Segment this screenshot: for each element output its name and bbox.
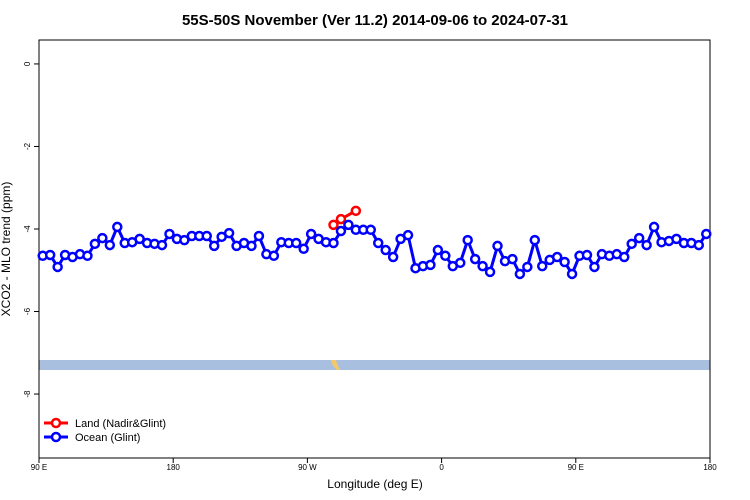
series-point — [462, 234, 473, 246]
series-point — [619, 251, 630, 263]
series-point — [164, 228, 175, 240]
series-point — [290, 237, 302, 249]
series-point — [372, 237, 384, 249]
y-tick-label: -2 — [23, 142, 32, 150]
chart-title: 55S-50S November (Ver 11.2) 2014-09-06 t… — [182, 12, 568, 29]
x-tick-label: 180 — [167, 463, 181, 472]
series-point — [104, 239, 116, 251]
series-point — [402, 229, 414, 241]
y-tick-label: 0 — [23, 61, 32, 66]
series-point — [112, 221, 123, 233]
series-point — [52, 261, 63, 273]
series-point — [522, 261, 533, 273]
y-tick-label: -4 — [23, 225, 32, 233]
series-point — [514, 268, 526, 280]
series-point — [648, 221, 660, 233]
series-point — [89, 238, 101, 250]
series-point — [589, 261, 600, 273]
series-point — [559, 256, 570, 268]
series-point — [529, 234, 541, 246]
series-point — [701, 228, 712, 240]
series-point — [671, 233, 682, 245]
series-point — [581, 249, 593, 261]
land-mask-mark — [331, 360, 340, 370]
series-point — [97, 232, 108, 244]
series-point — [179, 234, 190, 246]
series-point — [432, 244, 444, 256]
plot-frame — [38, 39, 711, 459]
y-tick-label: -8 — [23, 390, 32, 398]
series-point — [44, 249, 56, 261]
series-point — [268, 250, 280, 262]
series-point — [298, 243, 309, 255]
series-point — [551, 251, 563, 263]
series-point — [335, 213, 347, 225]
series-point — [365, 224, 377, 236]
series-point — [350, 205, 362, 217]
series-point — [387, 251, 399, 263]
series-point — [633, 232, 645, 244]
y-tick-label: -6 — [23, 307, 32, 315]
legend-label: Land (Nadir&Glint) — [75, 418, 166, 430]
series-point — [201, 230, 212, 242]
x-tick-label: 180 — [703, 463, 717, 472]
series-point — [507, 253, 518, 265]
series-point — [477, 260, 488, 272]
series-point — [343, 219, 354, 231]
series-point — [82, 250, 93, 262]
series-point — [208, 240, 220, 252]
legend-label: Ocean (Glint) — [75, 432, 140, 444]
series-point — [328, 237, 339, 249]
series-point — [223, 227, 235, 239]
series-point — [626, 238, 637, 250]
x-tick-label: 90 W — [298, 463, 317, 472]
x-tick-label: 0 — [439, 463, 444, 472]
legend-marker — [50, 431, 62, 443]
series-point — [693, 239, 705, 251]
series-point — [440, 250, 451, 262]
series-point — [246, 240, 257, 252]
series-point — [484, 266, 496, 278]
series-point — [492, 240, 503, 252]
series-point — [156, 239, 168, 251]
x-tick-label: 90 E — [31, 463, 47, 472]
series-point — [641, 239, 652, 251]
legend-marker — [50, 417, 62, 429]
series-point — [566, 268, 578, 280]
series-point — [335, 225, 347, 237]
series-point — [425, 259, 436, 271]
series-point — [253, 230, 265, 242]
series-point — [469, 253, 481, 265]
series-point — [380, 244, 391, 256]
series-point — [305, 228, 317, 240]
series-point — [537, 260, 548, 272]
series-point — [328, 219, 339, 231]
series-point — [454, 257, 466, 269]
series-point — [134, 233, 145, 245]
x-tick-label: 90 E — [568, 463, 584, 472]
y-axis-label: XCO2 - MLO trend (ppm) — [0, 182, 13, 317]
land-mask-band — [39, 360, 710, 370]
x-axis-label: Longitude (deg E) — [327, 477, 422, 491]
